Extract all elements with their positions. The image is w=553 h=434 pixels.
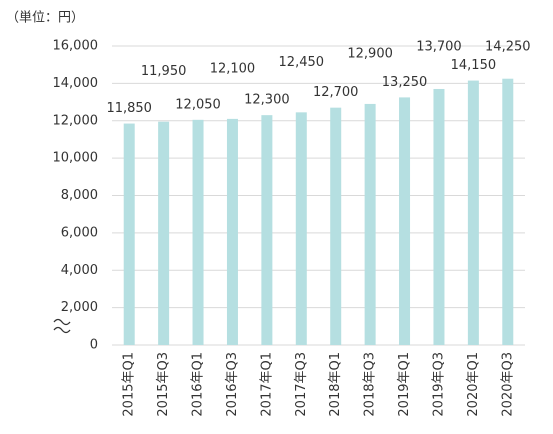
bar bbox=[158, 121, 170, 345]
bar bbox=[364, 103, 376, 346]
bar bbox=[295, 112, 307, 345]
y-tick-label: 14,000 bbox=[53, 76, 99, 91]
bar bbox=[502, 78, 514, 345]
y-tick-label: 6,000 bbox=[61, 225, 98, 240]
bar bbox=[261, 115, 273, 345]
x-tick-label: 2018年Q3 bbox=[363, 352, 378, 417]
y-tick-label: 2,000 bbox=[61, 300, 98, 315]
x-tick-label: 2020年Q1 bbox=[466, 352, 481, 417]
data-label: 13,700 bbox=[416, 40, 462, 55]
data-label: 14,250 bbox=[485, 40, 531, 55]
x-tick-label: 2018年Q1 bbox=[328, 352, 343, 417]
x-tick-label: 2017年Q3 bbox=[294, 352, 309, 417]
data-label: 12,700 bbox=[313, 85, 359, 100]
data-label: 13,250 bbox=[382, 75, 428, 90]
data-label: 11,950 bbox=[141, 64, 187, 79]
unit-label: （単位：円） bbox=[6, 10, 84, 26]
y-tick-label: 0 bbox=[90, 338, 98, 353]
data-label: 12,050 bbox=[175, 97, 221, 112]
x-tick-label: 2015年Q3 bbox=[156, 352, 171, 417]
axis-break bbox=[53, 318, 71, 334]
y-tick-label: 8,000 bbox=[61, 188, 98, 203]
x-tick-label: 2016年Q1 bbox=[191, 352, 206, 417]
bar bbox=[433, 88, 445, 345]
data-label: 12,900 bbox=[347, 46, 393, 61]
y-tick-label: 4,000 bbox=[61, 263, 98, 278]
data-label: 14,150 bbox=[451, 58, 497, 73]
bar bbox=[330, 107, 342, 345]
x-tick-label: 2019年Q1 bbox=[397, 352, 412, 417]
bar bbox=[192, 119, 204, 345]
bar bbox=[467, 80, 479, 346]
x-tick-label: 2019年Q3 bbox=[431, 352, 446, 417]
x-tick-label: 2017年Q1 bbox=[259, 352, 274, 417]
x-tick-label: 2016年Q3 bbox=[225, 352, 240, 417]
data-label: 12,100 bbox=[210, 61, 256, 76]
x-tick-label: 2015年Q1 bbox=[122, 352, 137, 417]
bar bbox=[399, 97, 411, 345]
bar bbox=[226, 118, 238, 345]
x-tick-label: 2020年Q3 bbox=[500, 352, 515, 417]
data-label: 11,850 bbox=[106, 101, 152, 116]
data-label: 12,300 bbox=[244, 93, 290, 108]
data-label: 12,450 bbox=[279, 55, 325, 70]
y-tick-label: 16,000 bbox=[53, 39, 99, 54]
y-tick-label: 10,000 bbox=[53, 151, 99, 166]
y-tick-label: 12,000 bbox=[53, 113, 99, 128]
bar bbox=[123, 123, 135, 345]
